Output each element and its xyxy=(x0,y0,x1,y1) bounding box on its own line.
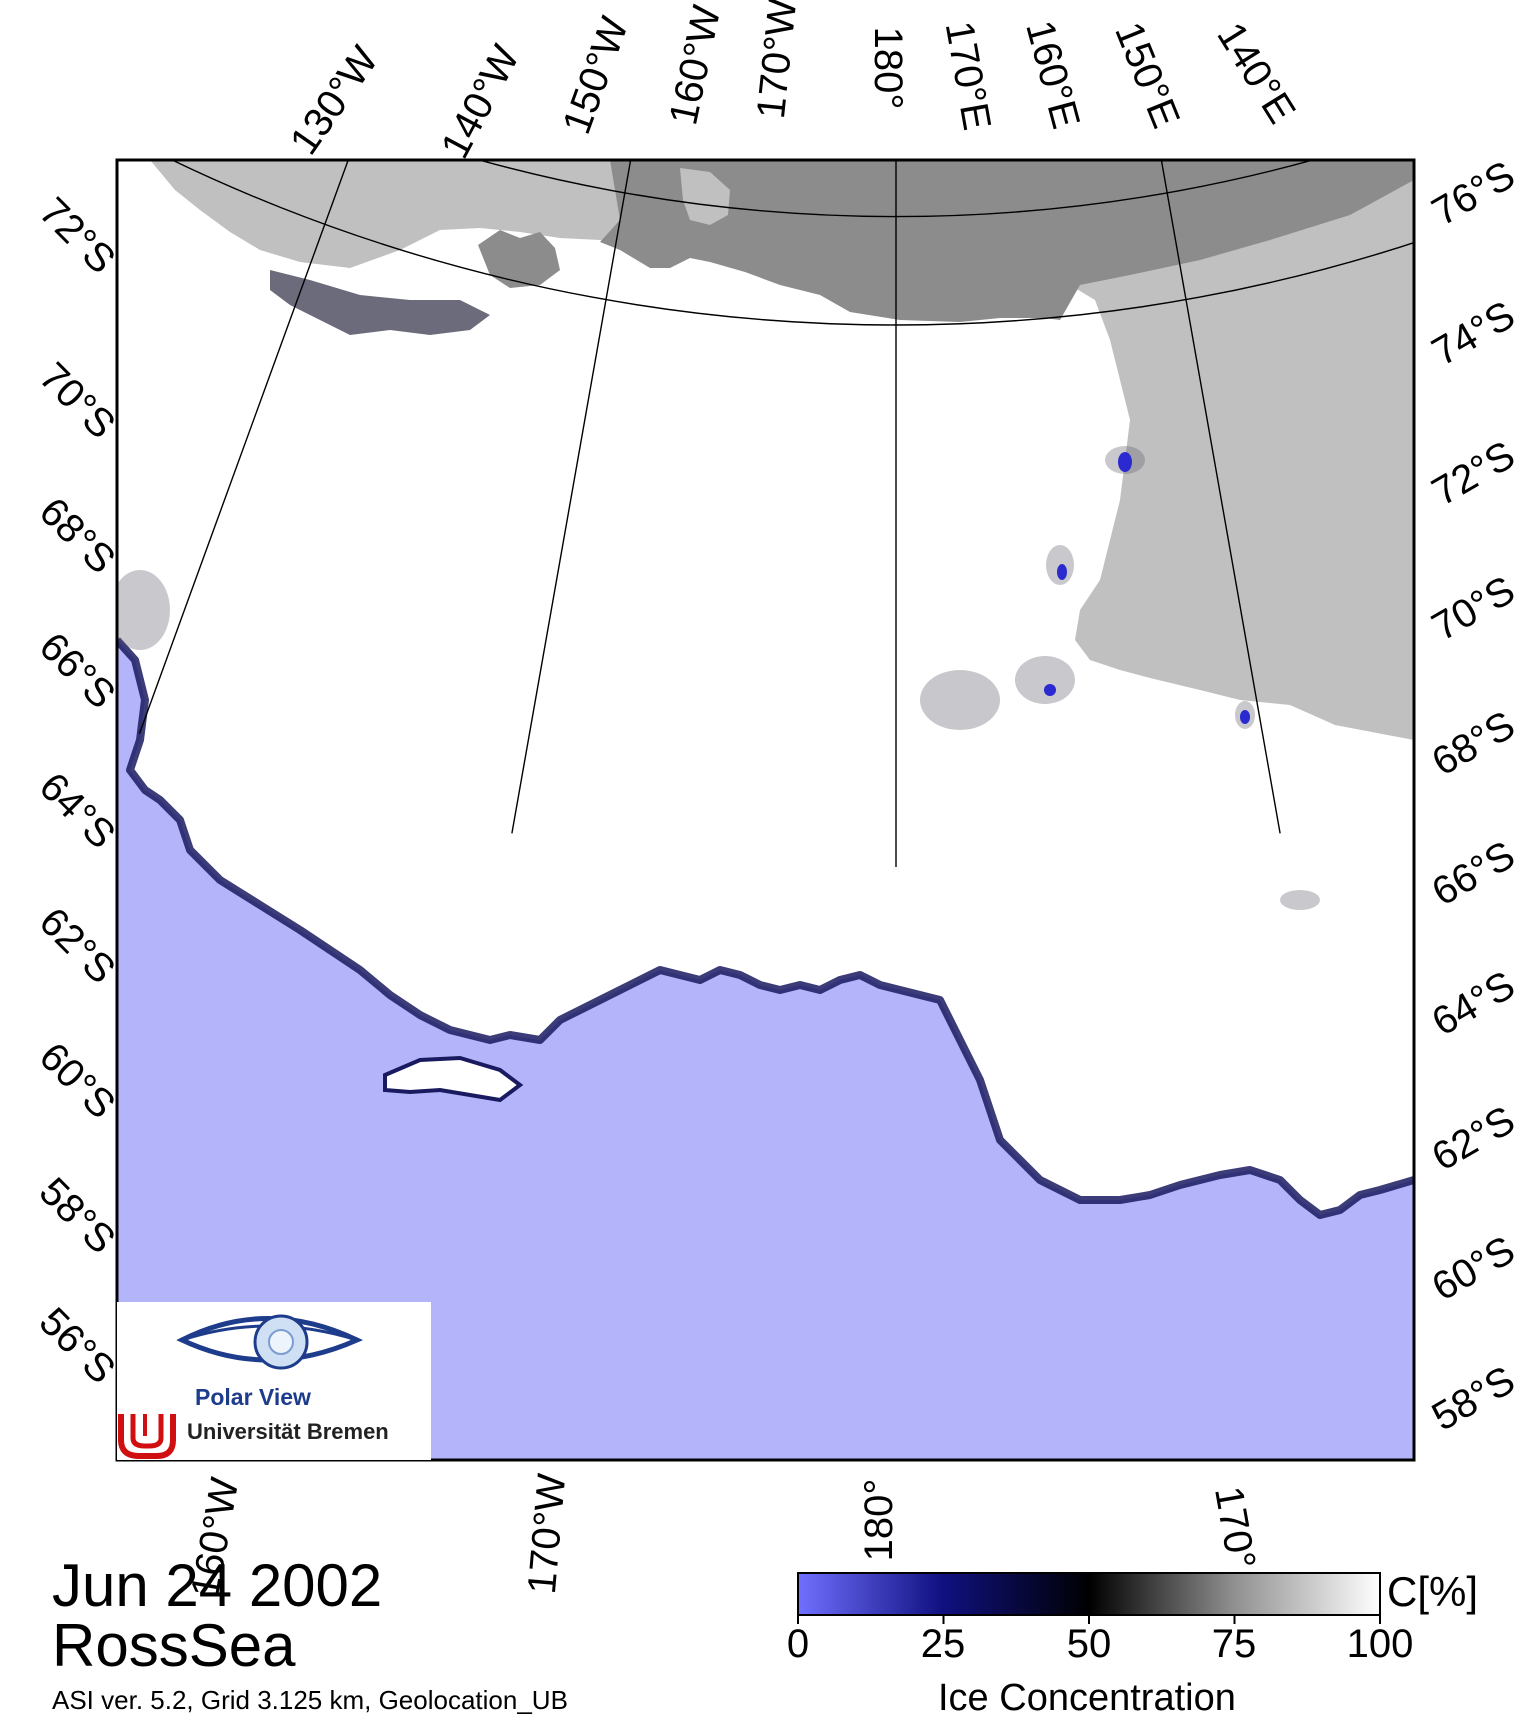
colorbar-unit: C[%] xyxy=(1387,1568,1479,1615)
meridian-line xyxy=(1160,160,1281,834)
map-region: RossSea xyxy=(52,1612,296,1679)
latitude-label-left: 70°S xyxy=(31,354,124,447)
longitude-label-bottom: 180° xyxy=(857,1479,901,1562)
longitude-label-top: 160°W xyxy=(661,2,729,129)
map-metadata: ASI ver. 5.2, Grid 3.125 km, Geolocation… xyxy=(52,1685,568,1715)
polar-view-logo: Polar View Universität Bremen xyxy=(117,1302,431,1460)
latitude-label-left: 66°S xyxy=(31,624,124,717)
logo-title: Polar View xyxy=(195,1384,311,1410)
latitude-label-left: 68°S xyxy=(31,489,124,582)
latitude-label-right: 68°S xyxy=(1425,703,1522,785)
meridian-line xyxy=(138,160,349,734)
logo-institution: Universität Bremen xyxy=(187,1419,389,1444)
map-panel xyxy=(117,160,1414,1460)
latitude-label-left: 56°S xyxy=(31,1299,124,1392)
colorbar-tick-75: 75 xyxy=(1211,1622,1257,1666)
latitude-label-right: 74°S xyxy=(1425,293,1522,375)
longitude-label-top: 150°W xyxy=(555,11,638,140)
latitude-label-left: 72°S xyxy=(31,189,124,282)
land-inlet xyxy=(478,230,560,288)
latitude-label-left: 58°S xyxy=(31,1169,124,1262)
longitude-label-top: 180° xyxy=(866,27,910,110)
low-concentration-patches xyxy=(117,446,1320,910)
eye-icon xyxy=(117,1314,363,1459)
latitude-label-right: 58°S xyxy=(1425,1358,1522,1440)
longitude-label-top: 140°W xyxy=(433,38,529,165)
colorbar-tick-marks xyxy=(797,1615,1381,1624)
polynya-spots xyxy=(1044,452,1250,724)
colorbar xyxy=(797,1572,1381,1616)
longitude-label-bottom: 170° xyxy=(1206,1483,1264,1572)
longitude-label-top: 170°W xyxy=(749,0,805,121)
colorbar-title: Ice Concentration xyxy=(938,1677,1236,1719)
latitude-label-left: 62°S xyxy=(31,899,124,992)
latitude-label-right: 66°S xyxy=(1425,833,1522,915)
glacier-tongue xyxy=(680,168,730,225)
graticule xyxy=(138,160,1414,867)
map-date: Jun 24 2002 xyxy=(52,1552,383,1619)
latitude-label-right: 64°S xyxy=(1425,963,1522,1045)
ice-shelf xyxy=(150,160,1414,740)
longitude-label-bottom: 170°W xyxy=(520,1472,574,1596)
map-frame xyxy=(115,158,1416,1462)
colorbar-tick-0: 0 xyxy=(786,1622,810,1666)
colorbar-tick-50: 50 xyxy=(1066,1622,1112,1666)
meridian-line xyxy=(511,160,632,834)
longitude-labels-top: 130°W 140°W 150°W 160°W 170°W 180° 170°E 160°E 1… xyxy=(282,0,1304,165)
ice-floe-patch xyxy=(383,1055,524,1103)
open-water xyxy=(117,640,1414,1460)
latitude-label-right: 70°S xyxy=(1425,568,1522,650)
longitude-label-top: 130°W xyxy=(282,38,387,162)
longitude-label-top: 170°E xyxy=(937,18,999,133)
latitude-label-left: 64°S xyxy=(31,764,124,857)
land xyxy=(600,160,1414,322)
coastal-ice-edge xyxy=(270,270,490,335)
latitude-label-left: 60°S xyxy=(31,1034,124,1127)
latitude-labels-right: 76°S 74°S 72°S 70°S 68°S 66°S 64°S 62°S 60°S 58°S xyxy=(1425,153,1522,1440)
colorbar-tick-25: 25 xyxy=(920,1622,966,1666)
colorbar-tick-100: 100 xyxy=(1346,1622,1414,1666)
latitude-labels-left: 72°S 70°S 68°S 66°S 64°S 62°S 60°S 58°S 56°S xyxy=(31,189,124,1392)
ice-edge-line xyxy=(117,637,1414,1219)
latitude-label-right: 76°S xyxy=(1425,153,1522,235)
latitude-label-right: 60°S xyxy=(1425,1228,1522,1310)
latitude-label-right: 62°S xyxy=(1425,1098,1522,1180)
longitude-label-top: 150°E xyxy=(1106,16,1188,134)
latitude-label-right: 72°S xyxy=(1425,433,1522,515)
longitude-label-top: 160°E xyxy=(1017,16,1088,133)
longitude-label-top: 140°E xyxy=(1208,15,1303,131)
